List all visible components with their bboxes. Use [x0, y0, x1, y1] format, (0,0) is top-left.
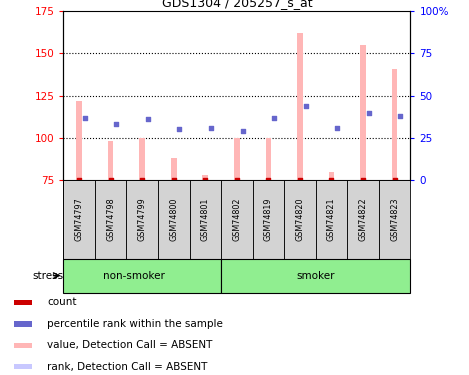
Bar — [392, 69, 397, 180]
Point — [359, 177, 367, 183]
Bar — [158, 180, 189, 259]
Point — [239, 128, 246, 134]
Bar — [379, 180, 410, 259]
Point — [328, 177, 335, 183]
Text: GSM74819: GSM74819 — [264, 198, 273, 241]
Bar — [139, 138, 145, 180]
Bar — [329, 172, 334, 180]
Point — [270, 115, 278, 121]
Point — [207, 124, 215, 131]
Bar — [127, 180, 158, 259]
Bar — [14, 343, 32, 348]
Point — [265, 177, 272, 183]
Point — [176, 126, 183, 132]
Bar — [316, 180, 347, 259]
Text: GSM74802: GSM74802 — [232, 198, 242, 241]
Text: value, Detection Call = ABSENT: value, Detection Call = ABSENT — [47, 340, 212, 350]
Point — [302, 103, 310, 109]
Point — [202, 177, 209, 183]
Point — [333, 124, 341, 131]
Bar — [284, 180, 316, 259]
Point — [81, 115, 89, 121]
Text: GSM74823: GSM74823 — [390, 198, 399, 241]
Point — [138, 177, 146, 183]
Bar — [189, 180, 221, 259]
Bar — [63, 180, 95, 259]
Point — [365, 110, 372, 116]
Bar — [76, 101, 82, 180]
Bar — [95, 180, 127, 259]
Point — [296, 177, 304, 183]
Text: GSM74822: GSM74822 — [358, 198, 368, 241]
Text: smoker: smoker — [296, 271, 335, 280]
Bar — [347, 180, 379, 259]
Text: count: count — [47, 297, 76, 307]
Text: stress: stress — [32, 271, 63, 280]
Bar — [171, 158, 177, 180]
Point — [233, 177, 241, 183]
Bar — [14, 300, 32, 305]
Point — [391, 177, 398, 183]
Point — [144, 116, 151, 122]
Bar — [297, 33, 303, 180]
Text: GSM74821: GSM74821 — [327, 198, 336, 241]
Bar — [203, 175, 208, 180]
Point — [396, 113, 404, 119]
Bar — [221, 180, 253, 259]
Point — [113, 122, 120, 128]
Bar — [265, 138, 271, 180]
Text: GSM74799: GSM74799 — [138, 198, 147, 241]
Bar — [14, 364, 32, 369]
Bar — [108, 141, 113, 180]
Text: GSM74797: GSM74797 — [75, 198, 83, 241]
Point — [107, 177, 114, 183]
Bar — [63, 259, 221, 292]
Bar — [360, 45, 366, 180]
Text: GSM74820: GSM74820 — [295, 198, 304, 241]
Bar — [14, 321, 32, 327]
Text: rank, Detection Call = ABSENT: rank, Detection Call = ABSENT — [47, 362, 207, 372]
Bar — [234, 138, 240, 180]
Text: GSM74800: GSM74800 — [169, 198, 178, 241]
Bar — [253, 180, 284, 259]
Bar — [221, 259, 410, 292]
Text: percentile rank within the sample: percentile rank within the sample — [47, 319, 223, 329]
Point — [76, 177, 83, 183]
Text: GSM74798: GSM74798 — [106, 198, 115, 241]
Text: non-smoker: non-smoker — [103, 271, 165, 280]
Text: GSM74801: GSM74801 — [201, 198, 210, 241]
Title: GDS1304 / 205257_s_at: GDS1304 / 205257_s_at — [161, 0, 312, 9]
Point — [170, 177, 177, 183]
